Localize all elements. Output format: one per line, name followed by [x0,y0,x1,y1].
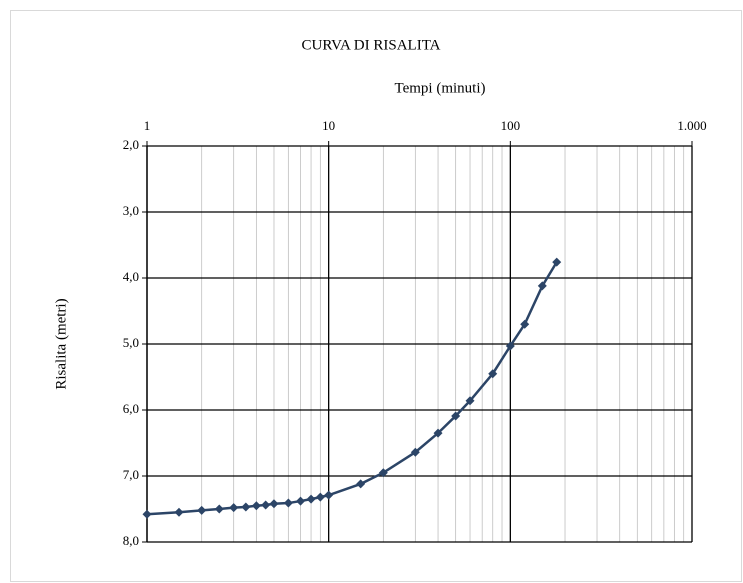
data-point [537,281,547,291]
data-point [433,428,443,438]
data-point [451,411,461,421]
data-point [296,496,306,506]
data-point [356,479,366,489]
data-point [505,341,515,351]
data-point [261,500,271,510]
x-tick-label: 1.000 [677,118,706,133]
data-point [552,257,562,267]
x-tick-label: 1 [144,118,151,133]
data-point [142,509,152,519]
x-tick-label: 10 [322,118,335,133]
y-tick-label: 6,0 [123,401,139,416]
data-point [283,498,293,508]
x-tick-label: 100 [501,118,521,133]
x-axis-label: Tempi (minuti) [394,80,485,96]
data-point [410,447,420,457]
chart-title: CURVA DI RISALITA [302,37,441,53]
data-point [214,504,224,514]
y-axis-label: Risalita (metri) [53,298,69,389]
data-point [465,396,475,406]
y-tick-label: 3,0 [123,203,139,218]
data-point [174,507,184,517]
y-tick-label: 4,0 [123,269,139,284]
y-tick-label: 5,0 [123,335,139,350]
data-point [251,501,261,511]
data-point [378,468,388,478]
data-point [229,503,239,513]
data-point [197,505,207,515]
data-point [269,499,279,509]
y-tick-label: 2,0 [123,137,139,152]
data-point [324,490,334,500]
chart-border [10,10,742,582]
data-point [520,319,530,329]
data-point [306,494,316,504]
data-point [241,502,251,512]
data-point [488,369,498,379]
data-point [315,492,325,502]
y-tick-label: 7,0 [123,467,139,482]
y-tick-label: 8,0 [123,533,139,548]
